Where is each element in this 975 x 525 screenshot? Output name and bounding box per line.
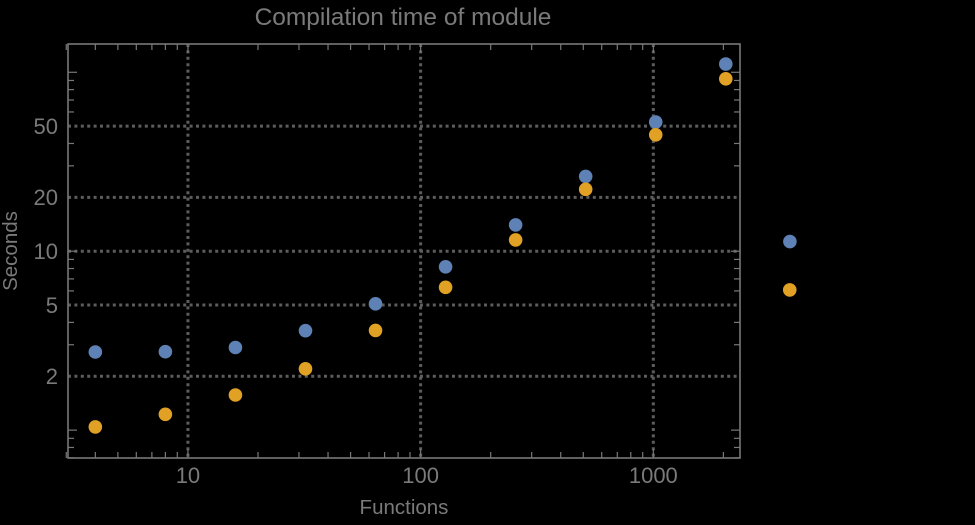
svg-text:20: 20 bbox=[34, 185, 58, 210]
svg-text:100: 100 bbox=[402, 463, 439, 488]
svg-text:Compilation time of module: Compilation time of module bbox=[255, 4, 552, 31]
svg-text:50: 50 bbox=[34, 114, 58, 139]
svg-text:10: 10 bbox=[34, 239, 58, 264]
svg-text:1000: 1000 bbox=[629, 463, 678, 488]
svg-text:5: 5 bbox=[46, 293, 58, 318]
svg-text:Seconds: Seconds bbox=[0, 211, 22, 291]
svg-text:Functions: Functions bbox=[360, 496, 449, 519]
svg-text:2: 2 bbox=[46, 364, 58, 389]
svg-text:10: 10 bbox=[176, 463, 200, 488]
